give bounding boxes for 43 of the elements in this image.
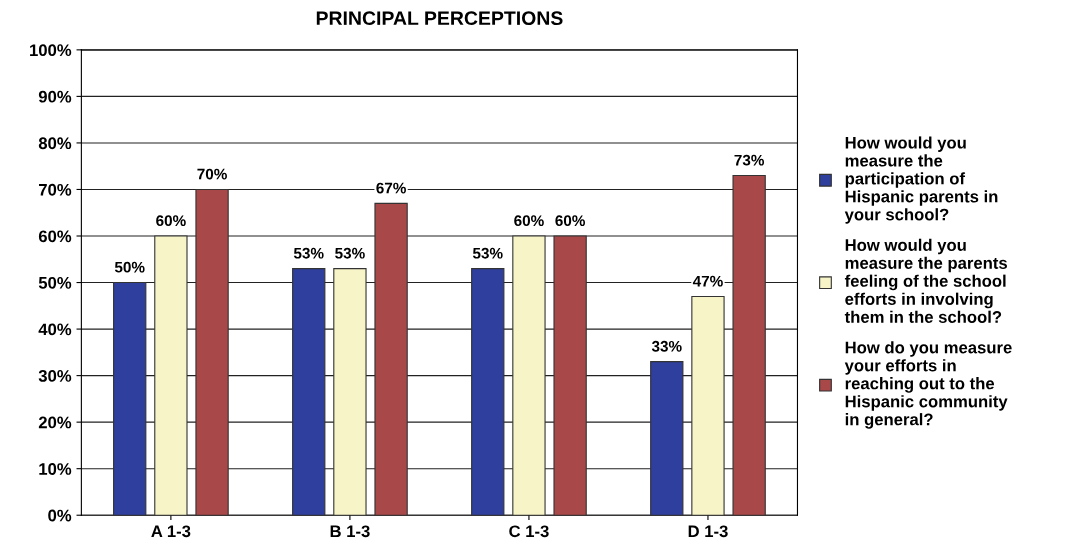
bar	[732, 174, 766, 516]
bar	[691, 295, 725, 516]
bar	[512, 235, 546, 516]
data-label: 53%	[472, 247, 503, 259]
bar	[471, 268, 505, 516]
y-tick-label: 40%	[38, 323, 72, 336]
data-label: 70%	[197, 168, 227, 180]
x-tick-label: B 1-3	[330, 525, 370, 538]
chart-title: PRINCIPAL PERCEPTIONS	[316, 11, 563, 26]
data-label: 60%	[514, 215, 544, 227]
y-tick-label: 100%	[30, 44, 72, 57]
bar	[292, 268, 326, 516]
data-label: 47%	[692, 275, 723, 287]
legend-label: How would you measure the parents feeling of the school efforts in involving them in the school?	[844, 238, 1007, 323]
bar	[113, 281, 147, 516]
bar	[650, 361, 684, 516]
y-tick-label: 30%	[38, 370, 72, 382]
y-tick-label: 10%	[39, 463, 72, 475]
data-label: 53%	[335, 247, 365, 259]
data-label: 60%	[555, 215, 585, 227]
x-tick-label: C 1-3	[509, 525, 549, 538]
bar	[553, 235, 587, 516]
legend-label: How do you measure your efforts in reaching out to the Hispanic community in general?	[844, 341, 1012, 429]
y-tick-label: 20%	[38, 416, 72, 429]
data-label: 50%	[114, 261, 145, 273]
legend-label: How would you measure the participation of Hispanic parents in your school?	[844, 136, 998, 224]
y-tick-label: 60%	[38, 230, 72, 243]
data-label: 67%	[376, 182, 406, 194]
data-label: 53%	[293, 247, 324, 259]
y-tick-label: 0%	[48, 509, 72, 522]
data-label: 73%	[734, 154, 765, 166]
bar	[333, 268, 367, 516]
data-label: 33%	[651, 340, 682, 352]
x-tick-label: A 1-3	[151, 525, 191, 538]
bar	[374, 202, 408, 516]
y-tick-label: 70%	[39, 183, 72, 196]
x-tick-label: D 1-3	[688, 525, 728, 538]
y-tick-label: 80%	[38, 137, 72, 150]
bar	[154, 235, 188, 516]
y-tick-label: 50%	[38, 276, 72, 289]
bar	[195, 188, 229, 516]
y-tick-label: 90%	[38, 90, 72, 103]
data-label: 60%	[156, 215, 186, 227]
